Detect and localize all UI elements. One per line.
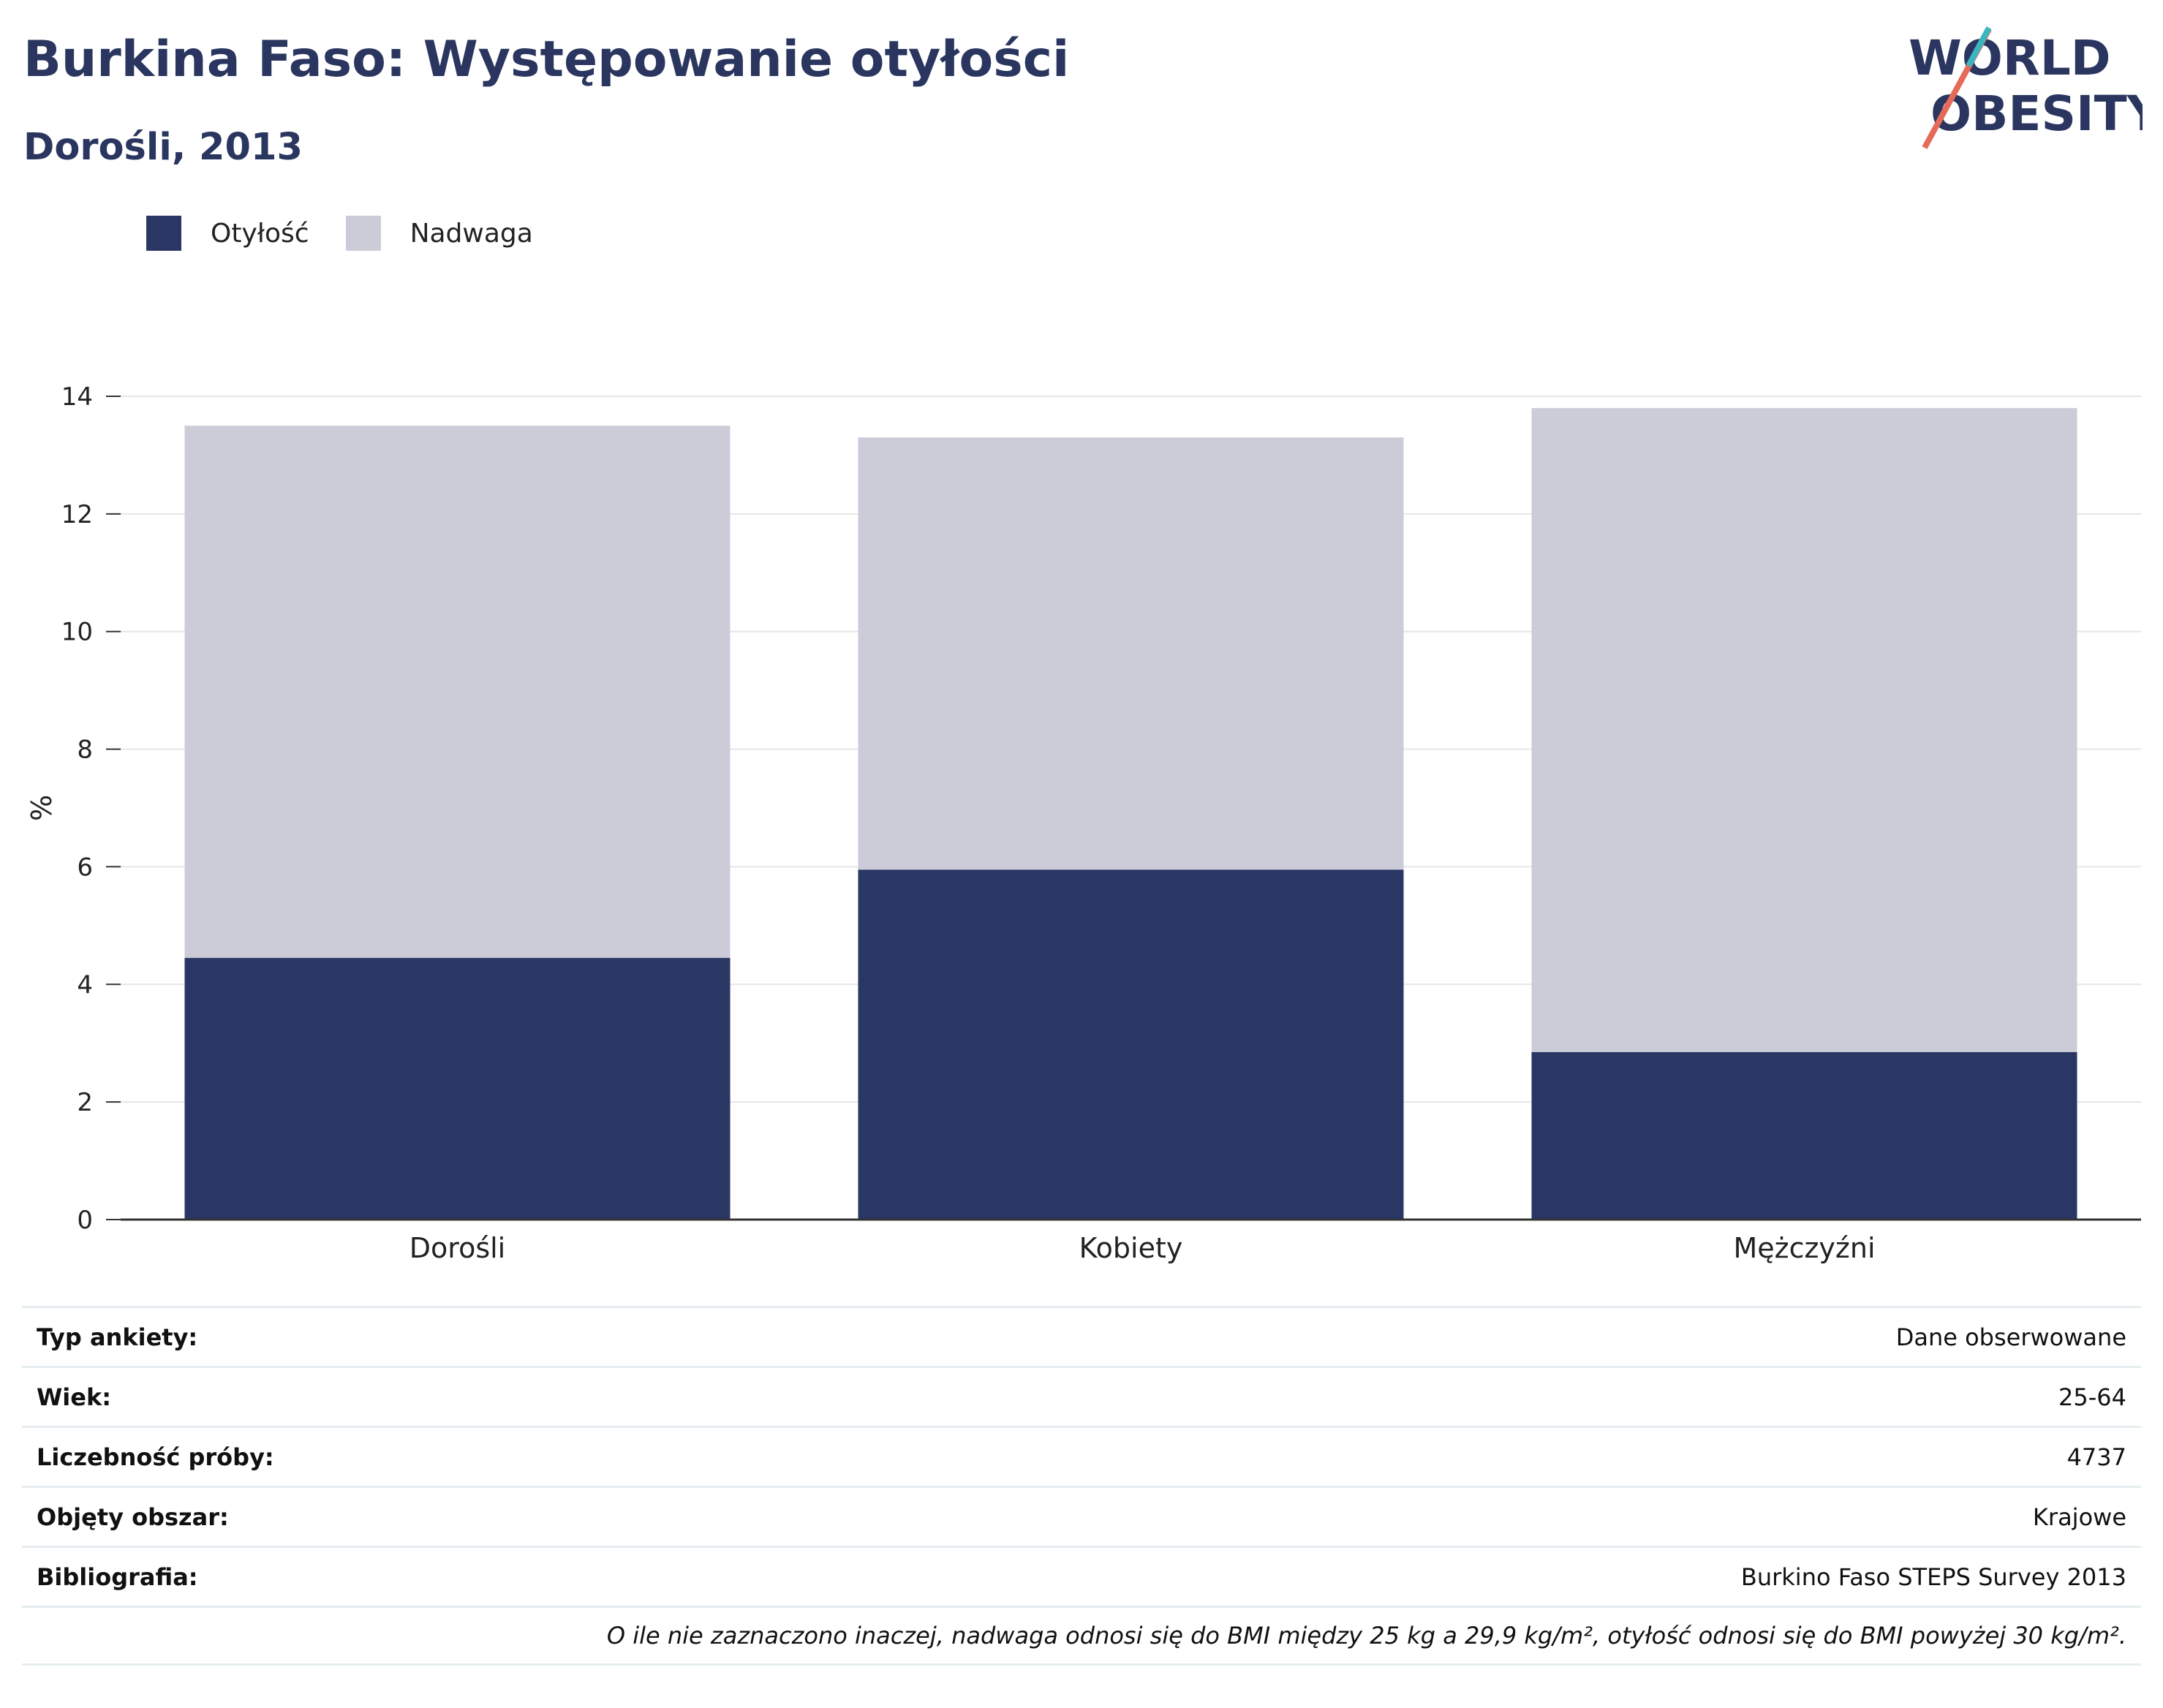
page-subtitle: Dorośli, 2013 (23, 126, 303, 169)
info-table: Typ ankiety: Dane obserwowane Wiek: 25-6… (22, 1306, 2141, 1666)
info-row-bibliography: Bibliografia: Burkino Faso STEPS Survey … (22, 1546, 2141, 1606)
y-axis-label: % (26, 795, 58, 821)
y-tick-label: 10 (61, 618, 93, 647)
legend-swatch-overweight (345, 216, 381, 251)
bar-overweight (858, 437, 1404, 870)
legend-swatch-obesity (146, 216, 181, 251)
y-tick-label: 6 (77, 853, 93, 882)
bar-overweight (1531, 408, 2077, 1052)
world-obesity-logo: WORLD OBESITY (1909, 26, 2143, 149)
info-key: Bibliografia: (37, 1562, 198, 1591)
info-key: Wiek: (37, 1383, 112, 1411)
legend-label-obesity: Otyłość (211, 218, 309, 249)
legend-item-overweight[interactable]: Nadwaga (345, 216, 533, 251)
y-tick-label: 8 (77, 736, 93, 765)
info-value: 4737 (2066, 1443, 2126, 1471)
legend-label-overweight: Nadwaga (409, 218, 533, 249)
bar-obesity (1531, 1051, 2077, 1220)
info-value: Burkino Faso STEPS Survey 2013 (1740, 1562, 2126, 1591)
svg-text:OBESITY: OBESITY (1930, 86, 2143, 142)
y-tick-label: 14 (61, 382, 93, 412)
y-tick-label: 2 (77, 1088, 93, 1117)
bar-obesity (184, 958, 731, 1220)
info-row-sample-size: Liczebność próby: 4737 (22, 1426, 2141, 1486)
x-tick-label: Dorośli (409, 1232, 505, 1264)
info-row-area: Objęty obszar: Krajowe (22, 1486, 2141, 1546)
info-key: Typ ankiety: (37, 1323, 198, 1351)
chart-legend: Otyłość Nadwaga (146, 216, 570, 251)
info-row-survey-type: Typ ankiety: Dane obserwowane (22, 1306, 2141, 1366)
definition-note: O ile nie zaznaczono inaczej, nadwaga od… (22, 1606, 2141, 1666)
svg-text:WORLD: WORLD (1909, 30, 2111, 86)
y-tick-label: 12 (61, 500, 93, 529)
y-tick-label: 4 (77, 970, 93, 1000)
page-title: Burkina Faso: Występowanie otyłości (23, 31, 1070, 88)
legend-item-obesity[interactable]: Otyłość (146, 216, 309, 251)
info-value: Dane obserwowane (1895, 1323, 2126, 1351)
info-row-age: Wiek: 25-64 (22, 1366, 2141, 1426)
bar-chart: 0 2 4 6 8 10 12 14% Dorośli Kobiety Mężczyźni (26, 382, 2141, 1264)
info-value: 25-64 (2058, 1383, 2126, 1411)
x-tick-label: Mężczyźni (1733, 1232, 1875, 1264)
x-tick-label: Kobiety (1079, 1232, 1183, 1264)
y-tick-label: 0 (77, 1206, 93, 1235)
bar-overweight (184, 426, 731, 959)
bar-obesity (858, 869, 1404, 1220)
info-value: Krajowe (2032, 1503, 2126, 1531)
info-key: Objęty obszar: (37, 1503, 229, 1531)
info-key: Liczebność próby: (37, 1443, 274, 1471)
